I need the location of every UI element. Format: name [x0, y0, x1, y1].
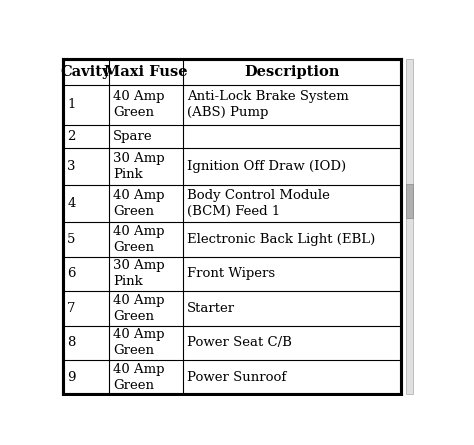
Text: 8: 8 — [67, 336, 76, 349]
Text: Power Sunroof: Power Sunroof — [187, 371, 287, 384]
Bar — [406, 59, 413, 394]
Text: 40 Amp
Green: 40 Amp Green — [113, 90, 164, 119]
Text: 3: 3 — [67, 160, 76, 173]
Text: Maxi Fuse: Maxi Fuse — [104, 65, 188, 79]
Text: Anti-Lock Brake System
(ABS) Pump: Anti-Lock Brake System (ABS) Pump — [187, 90, 349, 119]
Text: 40 Amp
Green: 40 Amp Green — [113, 363, 164, 392]
Text: 9: 9 — [67, 371, 76, 384]
Text: Ignition Off Draw (IOD): Ignition Off Draw (IOD) — [187, 160, 346, 173]
Text: 40 Amp
Green: 40 Amp Green — [113, 225, 164, 254]
Text: 2: 2 — [67, 130, 76, 143]
Text: 7: 7 — [67, 302, 76, 315]
Bar — [406, 184, 413, 218]
Text: 40 Amp
Green: 40 Amp Green — [113, 189, 164, 218]
Text: Body Control Module
(BCM) Feed 1: Body Control Module (BCM) Feed 1 — [187, 189, 330, 218]
Text: 1: 1 — [67, 98, 76, 111]
Text: 40 Amp
Green: 40 Amp Green — [113, 294, 164, 323]
Text: Description: Description — [244, 65, 339, 79]
Text: Electronic Back Light (EBL): Electronic Back Light (EBL) — [187, 233, 375, 246]
Text: 6: 6 — [67, 267, 76, 280]
Text: 30 Amp
Pink: 30 Amp Pink — [113, 152, 164, 181]
Text: 30 Amp
Pink: 30 Amp Pink — [113, 259, 164, 288]
Text: 40 Amp
Green: 40 Amp Green — [113, 328, 164, 357]
Text: 5: 5 — [67, 233, 76, 246]
Text: Power Seat C/B: Power Seat C/B — [187, 336, 292, 349]
Text: Spare: Spare — [113, 130, 153, 143]
Text: Front Wipers: Front Wipers — [187, 267, 275, 280]
Text: Cavity: Cavity — [61, 65, 111, 79]
Text: 4: 4 — [67, 197, 76, 210]
Text: Starter: Starter — [187, 302, 236, 315]
